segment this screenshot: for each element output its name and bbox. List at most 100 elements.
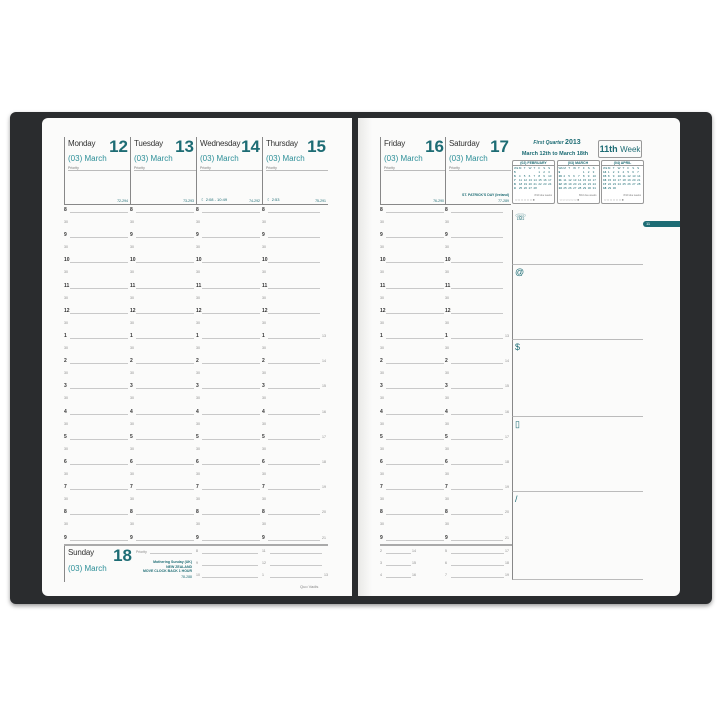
hour-line[interactable] — [386, 438, 444, 440]
hour-line[interactable] — [202, 338, 260, 339]
sunday-line[interactable] — [202, 577, 258, 578]
hour-line[interactable] — [268, 438, 320, 440]
hour-line[interactable] — [136, 413, 194, 415]
notes-section[interactable]: @ — [512, 265, 643, 340]
hour-line[interactable] — [202, 489, 260, 491]
sunday-priority-line[interactable] — [150, 553, 192, 554]
hour-line[interactable] — [202, 514, 260, 516]
hour-line[interactable] — [268, 388, 320, 390]
hour-line[interactable] — [268, 312, 320, 314]
hour-line[interactable] — [202, 287, 260, 289]
hour-line[interactable] — [268, 514, 320, 516]
hour-line[interactable] — [202, 464, 260, 465]
hour-line[interactable] — [451, 287, 503, 289]
hour-line[interactable] — [386, 212, 444, 213]
hour-line[interactable] — [386, 363, 444, 365]
hour-line[interactable] — [202, 312, 260, 314]
hour-line[interactable] — [451, 413, 503, 415]
hour-line[interactable] — [70, 363, 128, 365]
sunday-line[interactable] — [202, 565, 258, 566]
hour-line[interactable] — [136, 287, 194, 289]
hour-line[interactable] — [268, 413, 320, 415]
hour-line[interactable] — [70, 212, 128, 213]
hour-line[interactable] — [268, 489, 320, 491]
hour-line[interactable] — [202, 237, 260, 239]
notes-section[interactable]: ▯ — [512, 417, 643, 492]
hour-line[interactable] — [268, 464, 320, 465]
hour-line[interactable] — [386, 287, 444, 289]
hour-line[interactable] — [70, 464, 128, 465]
hour-line[interactable] — [202, 363, 260, 365]
hour-line[interactable] — [136, 489, 194, 491]
hour-line[interactable] — [451, 237, 503, 239]
hour-line[interactable] — [70, 489, 128, 491]
hour-line[interactable] — [386, 489, 444, 491]
hour-line[interactable] — [70, 539, 128, 541]
sunday-line[interactable] — [202, 553, 258, 554]
hour-line[interactable] — [386, 237, 444, 239]
hour-line[interactable] — [136, 363, 194, 365]
hour-line[interactable] — [70, 413, 128, 415]
hour-line[interactable] — [70, 262, 128, 264]
notes-section[interactable]: $ — [512, 340, 643, 417]
hour-line[interactable] — [451, 514, 503, 516]
hour-line[interactable] — [386, 464, 444, 465]
sunday-line[interactable] — [270, 565, 322, 566]
hour-line[interactable] — [268, 338, 320, 339]
notes-section[interactable]: ☏ — [512, 210, 643, 265]
hour-line[interactable] — [268, 287, 320, 289]
extra-line[interactable] — [451, 565, 504, 566]
hour-line[interactable] — [136, 262, 194, 264]
hour-line[interactable] — [451, 438, 503, 440]
hour-line[interactable] — [202, 539, 260, 541]
hour-line[interactable] — [386, 388, 444, 390]
hour-line[interactable] — [451, 539, 503, 541]
sunday-line[interactable] — [270, 553, 322, 554]
hour-line[interactable] — [70, 237, 128, 239]
hour-line[interactable] — [136, 514, 194, 516]
hour-line[interactable] — [268, 237, 320, 239]
hour-line[interactable] — [451, 338, 503, 339]
hour-line[interactable] — [386, 413, 444, 415]
week-tab[interactable]: 11 — [643, 221, 680, 227]
hour-line[interactable] — [70, 312, 128, 314]
hour-line[interactable] — [451, 464, 503, 465]
extra-line[interactable] — [386, 565, 411, 566]
hour-line[interactable] — [202, 262, 260, 264]
hour-line[interactable] — [451, 363, 503, 365]
hour-line[interactable] — [451, 262, 503, 264]
hour-line[interactable] — [386, 262, 444, 264]
hour-line[interactable] — [202, 413, 260, 415]
hour-line[interactable] — [268, 262, 320, 264]
hour-line[interactable] — [451, 388, 503, 390]
hour-line[interactable] — [202, 212, 260, 213]
hour-line[interactable] — [70, 388, 128, 390]
hour-line[interactable] — [136, 388, 194, 390]
hour-line[interactable] — [451, 312, 503, 314]
hour-line[interactable] — [70, 338, 128, 339]
hour-line[interactable] — [70, 514, 128, 516]
hour-line[interactable] — [202, 388, 260, 390]
hour-line[interactable] — [136, 338, 194, 339]
hour-line[interactable] — [136, 539, 194, 541]
hour-line[interactable] — [451, 212, 503, 213]
hour-line[interactable] — [136, 464, 194, 465]
sunday-line[interactable] — [270, 577, 322, 578]
extra-line[interactable] — [386, 577, 411, 578]
hour-line[interactable] — [386, 338, 444, 339]
hour-line[interactable] — [202, 438, 260, 440]
hour-line[interactable] — [70, 438, 128, 440]
extra-line[interactable] — [451, 577, 504, 578]
hour-line[interactable] — [268, 212, 320, 213]
notes-section[interactable]: / — [512, 492, 643, 580]
hour-line[interactable] — [386, 514, 444, 516]
hour-line[interactable] — [70, 287, 128, 289]
hour-line[interactable] — [136, 312, 194, 314]
hour-line[interactable] — [451, 489, 503, 491]
hour-line[interactable] — [268, 539, 320, 541]
extra-line[interactable] — [386, 553, 411, 554]
extra-line[interactable] — [451, 553, 504, 554]
hour-line[interactable] — [268, 363, 320, 365]
hour-line[interactable] — [136, 212, 194, 213]
hour-line[interactable] — [386, 539, 444, 541]
